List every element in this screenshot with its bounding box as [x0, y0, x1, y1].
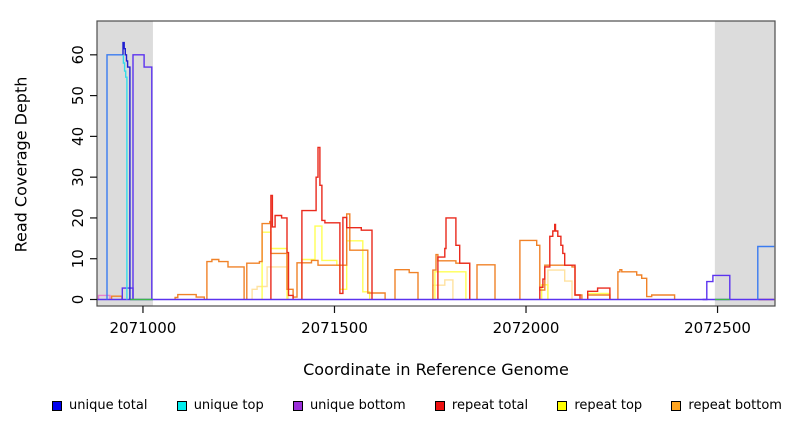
series-path-unique-total-unique-top	[757, 245, 775, 300]
legend-swatch-repeat-bottom	[671, 400, 682, 411]
legend-swatch-unique-total	[52, 400, 62, 411]
series-path-repeat-total	[301, 146, 373, 300]
y-tick-label: 10	[69, 249, 87, 268]
series-path-unique-bottom	[132, 54, 153, 300]
legend-label-repeat-bottom: repeat bottom	[688, 398, 782, 413]
y-tick-label: 0	[69, 295, 87, 305]
legend-swatch-repeat-top	[557, 400, 568, 411]
legend-swatch-repeat-total	[434, 400, 445, 411]
legend-label-unique-bottom: unique bottom	[309, 398, 406, 413]
legend-item-unique-top: unique top	[176, 398, 264, 413]
legend-swatch-unique-top	[176, 400, 187, 411]
legend-label-repeat-total: repeat total	[451, 398, 529, 413]
series-path-repeat-top	[261, 231, 288, 300]
series-path-unique-total	[122, 41, 131, 300]
series-path-repeat-total	[587, 287, 611, 300]
y-tick-label: 50	[69, 86, 87, 105]
y-axis-title: Read Coverage Depth	[11, 76, 31, 253]
plot-border	[96, 20, 776, 307]
x-tick-label: 2071000	[110, 319, 177, 337]
legend-label-unique-top: unique top	[193, 398, 264, 413]
series-path-repeat-top-pale-overlap-	[251, 266, 289, 300]
y-tick-label: 20	[69, 208, 87, 227]
series-path-repeat-bottom	[476, 264, 496, 300]
series-path-repeat-top-pale-overlap-	[432, 279, 454, 300]
y-tick-label: 40	[69, 127, 87, 146]
x-tick-label: 2071500	[301, 319, 368, 337]
series-path-repeat-total	[539, 223, 581, 300]
series-path-repeat-bottom	[617, 269, 676, 300]
series-path-repeat-bottom	[394, 269, 419, 300]
y-tick-label: 30	[69, 168, 87, 187]
series-path-repeat-top	[434, 271, 467, 300]
series-path-unique-top	[122, 54, 128, 300]
legend-item-unique-bottom: unique bottom	[292, 398, 406, 413]
legend-item-repeat-bottom: repeat bottom	[671, 398, 782, 413]
legend-label-repeat-top: repeat top	[574, 398, 643, 413]
x-axis-title: Coordinate in Reference Genome	[303, 360, 569, 379]
x-tick-label: 2072500	[684, 319, 751, 337]
series-path-unique-bottom	[702, 274, 731, 301]
series-path-repeat-total	[270, 194, 294, 300]
series-path-repeat-bottom	[246, 213, 386, 300]
legend-item-unique-total: unique total	[52, 398, 147, 413]
series-path-repeat-bottom	[206, 258, 245, 300]
legend-item-repeat-total: repeat total	[434, 398, 529, 413]
series-path-repeat-total	[437, 217, 471, 300]
legend-item-repeat-top: repeat top	[557, 398, 642, 413]
y-tick-label: 60	[69, 45, 87, 64]
x-tick-label: 2072000	[493, 319, 560, 337]
legend-swatch-unique-bottom	[292, 400, 303, 411]
series-path-repeat-bottom	[174, 293, 205, 300]
masked-region	[714, 21, 775, 306]
legend-label-unique-total: unique total	[69, 398, 148, 413]
legend: unique total unique top unique bottom re…	[52, 398, 782, 413]
series-path-repeat-top-pale-overlap-	[547, 269, 573, 300]
series-path-unique-total-unique-top	[106, 54, 124, 300]
coverage-plot-svg: 0 10 20 30 40 50 60 2071000 2071500 2072000 207250…	[69, 20, 776, 337]
series-path-unique-bottom-pink-mark-	[97, 294, 111, 300]
